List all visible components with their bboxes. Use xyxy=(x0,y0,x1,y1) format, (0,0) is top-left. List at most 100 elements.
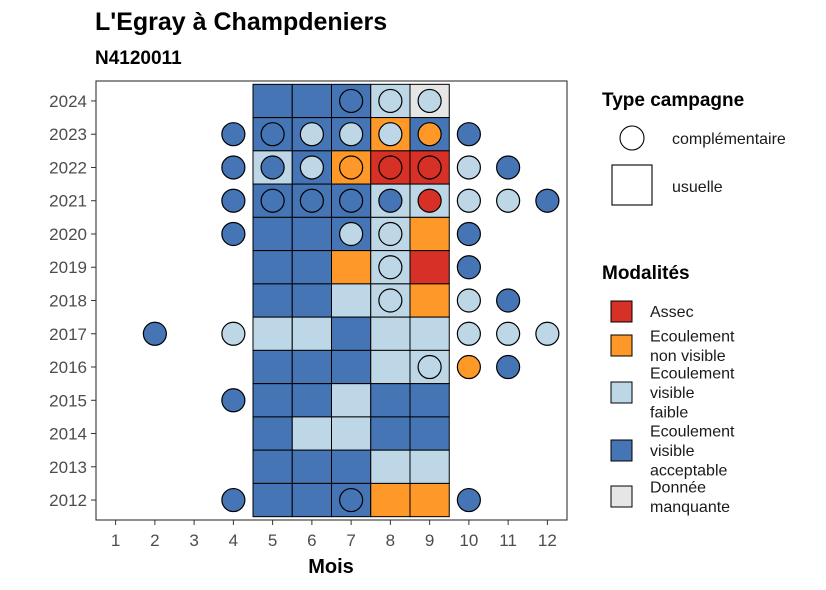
usuelle-cell-2018-9 xyxy=(409,283,450,318)
complementaire-point-2020-8 xyxy=(378,221,403,247)
complementaire-point-2022-4 xyxy=(221,155,246,180)
usuelle-cell-2015-7 xyxy=(331,383,372,418)
complementaire-point-2022-5 xyxy=(260,155,285,180)
usuelle-cell-2015-6 xyxy=(291,383,332,418)
usuelle-cell-2012-5 xyxy=(252,482,293,518)
x-tick-label-11: 11 xyxy=(499,531,517,550)
usuelle-cell-2019-9 xyxy=(409,250,450,285)
x-tick-label-1: 1 xyxy=(111,531,120,550)
legend-type-item-complementaire: complémentaire xyxy=(672,131,786,148)
x-tick-label-10: 10 xyxy=(459,531,478,550)
complementaire-point-2019-8 xyxy=(378,255,403,280)
y-tick-label-2020: 2020 xyxy=(49,225,87,244)
usuelle-cell-2018-5 xyxy=(252,283,293,318)
y-tick-label-2022: 2022 xyxy=(49,158,87,177)
usuelle-cell-2020-5 xyxy=(252,216,293,252)
complementaire-point-2018-8 xyxy=(378,288,403,313)
y-tick-label-2013: 2013 xyxy=(49,458,87,477)
usuelle-cell-2016-6 xyxy=(291,349,332,385)
complementaire-point-2017-10 xyxy=(456,321,481,346)
complementaire-point-2023-4 xyxy=(221,122,246,147)
x-tick-label-12: 12 xyxy=(538,531,557,550)
usuelle-cell-2013-8 xyxy=(370,449,411,484)
x-tick-label-7: 7 xyxy=(346,531,355,550)
usuelle-cell-2015-8 xyxy=(370,383,411,418)
y-tick-label-2023: 2023 xyxy=(49,125,87,144)
complementaire-point-2023-10 xyxy=(456,122,481,147)
x-tick-label-8: 8 xyxy=(386,531,395,550)
usuelle-cell-2017-8 xyxy=(370,316,411,351)
complementaire-point-2022-7 xyxy=(339,155,364,180)
usuelle-cell-2013-6 xyxy=(291,449,332,484)
complementaire-point-2017-2 xyxy=(142,321,167,346)
usuelle-cell-2018-6 xyxy=(291,283,332,318)
y-axis: 2012 2013 2014 2015 2016 2017 2018 2019 2020 2021… xyxy=(49,92,96,510)
complementaire-point-2019-10 xyxy=(456,255,481,280)
x-tick-label-6: 6 xyxy=(307,531,316,550)
legend-key-3 xyxy=(610,439,633,462)
legend-label-2-line-2: faible xyxy=(650,405,688,422)
usuelle-cell-2020-6 xyxy=(291,216,332,252)
usuelle-cell-2017-6 xyxy=(291,316,332,351)
complementaire-point-2021-12 xyxy=(535,188,560,213)
complementaire-point-2023-9 xyxy=(417,122,442,147)
usuelle-cell-2014-9 xyxy=(409,416,450,451)
usuelle-cell-2013-5 xyxy=(252,449,293,484)
x-tick-label-5: 5 xyxy=(268,531,277,550)
legend-type-item-usuelle: usuelle xyxy=(672,179,723,196)
usuelle-cell-2016-5 xyxy=(252,349,293,385)
x-tick-label-4: 4 xyxy=(229,531,238,550)
legend-label-4-line-1: manquante xyxy=(650,499,730,516)
complementaire-point-2018-11 xyxy=(496,288,521,313)
usuelle-cell-2012-8 xyxy=(370,482,411,518)
complementaire-point-2021-7 xyxy=(339,188,364,213)
complementaire-point-2021-11 xyxy=(496,188,521,213)
y-tick-label-2015: 2015 xyxy=(49,391,87,410)
usuelle-cell-2018-7 xyxy=(331,283,372,318)
y-tick-label-2016: 2016 xyxy=(49,358,87,377)
usuelle-cell-2015-9 xyxy=(409,383,450,418)
complementaire-point-2021-8 xyxy=(378,188,403,213)
legend-label-3-line-0: Ecoulement xyxy=(650,424,735,441)
complementaire-point-2024-7 xyxy=(339,88,364,114)
usuelle-cell-2012-6 xyxy=(291,482,332,518)
complementaire-point-2024-8 xyxy=(378,88,403,114)
complementaire-point-2016-11 xyxy=(496,354,521,380)
usuelle-cell-2013-7 xyxy=(331,449,372,484)
usuelle-cell-2019-6 xyxy=(291,250,332,285)
chart-subtitle: N4120011 xyxy=(95,48,182,69)
complementaire-point-2023-5 xyxy=(260,122,285,147)
usuelle-cells xyxy=(252,83,450,518)
complementaire-point-2022-11 xyxy=(496,155,521,180)
complementaire-point-2016-10 xyxy=(456,354,481,380)
complementaire-point-2012-4 xyxy=(221,487,246,513)
complementaire-point-2020-7 xyxy=(339,221,364,247)
complementaire-point-2021-6 xyxy=(299,188,324,213)
usuelle-cell-2024-5 xyxy=(252,83,293,119)
y-tick-label-2018: 2018 xyxy=(49,292,87,311)
x-tick-label-2: 2 xyxy=(150,531,159,550)
complementaire-point-2020-4 xyxy=(221,221,246,247)
legend-label-3-line-1: visible xyxy=(650,443,695,460)
complementaire-point-2021-4 xyxy=(221,188,246,213)
usuelle-cell-2017-7 xyxy=(331,316,372,351)
x-axis-label: Mois xyxy=(308,556,354,578)
complementaire-point-2023-7 xyxy=(339,122,364,147)
legend-label-4-line-0: Donnée xyxy=(650,479,706,496)
x-tick-label-9: 9 xyxy=(425,531,434,550)
complementaire-points xyxy=(142,88,560,513)
y-tick-label-2014: 2014 xyxy=(49,425,87,444)
y-tick-label-2019: 2019 xyxy=(49,258,87,277)
legend-square-symbol xyxy=(611,164,653,206)
complementaire-point-2012-10 xyxy=(456,487,481,513)
y-tick-label-2012: 2012 xyxy=(49,491,87,510)
complementaire-point-2017-12 xyxy=(535,321,560,346)
usuelle-cell-2014-8 xyxy=(370,416,411,451)
complementaire-point-2016-9 xyxy=(417,354,442,380)
usuelle-cell-2019-5 xyxy=(252,250,293,285)
usuelle-cell-2020-9 xyxy=(409,216,450,252)
usuelle-cell-2015-5 xyxy=(252,383,293,418)
usuelle-cell-2012-9 xyxy=(409,482,450,518)
legend-key-4 xyxy=(610,485,633,508)
